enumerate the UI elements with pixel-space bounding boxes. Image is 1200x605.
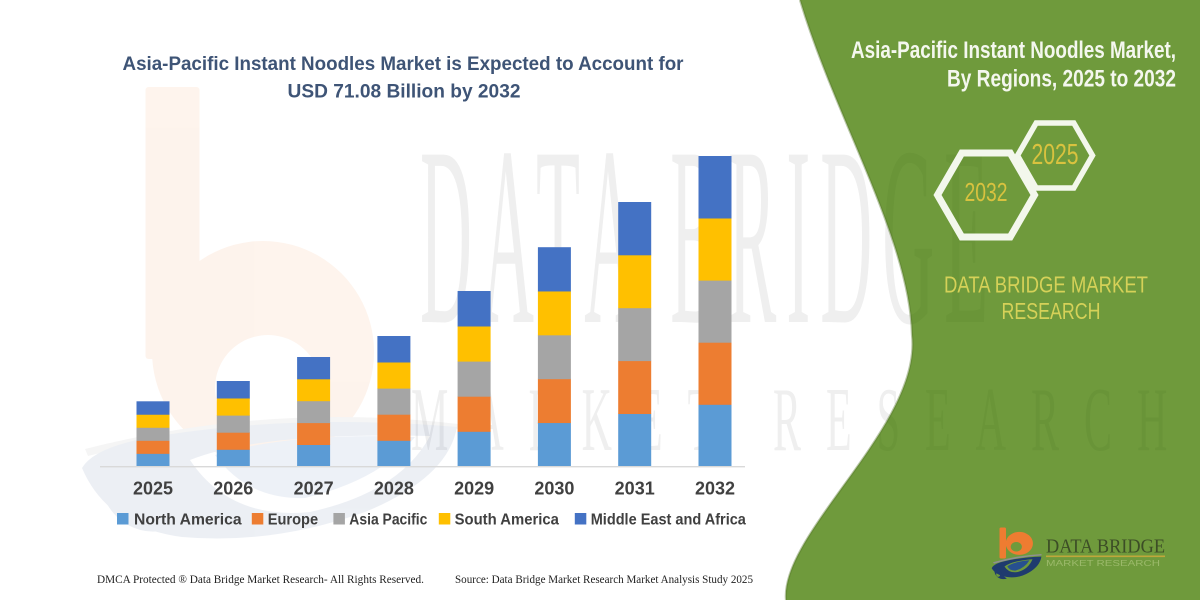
svg-text:Asia Pacific: Asia Pacific: [349, 512, 427, 529]
svg-text:2032: 2032: [695, 479, 735, 499]
svg-text:2030: 2030: [534, 479, 574, 499]
svg-text:Source: Data Bridge Market Res: Source: Data Bridge Market Research Mark…: [455, 574, 753, 586]
svg-text:South America: South America: [455, 512, 559, 529]
svg-text:RESEARCH: RESEARCH: [1002, 298, 1101, 324]
svg-text:2026: 2026: [213, 479, 253, 499]
svg-text:By Regions, 2025 to 2032: By Regions, 2025 to 2032: [947, 66, 1176, 93]
svg-text:DATA BRIDGE MARKET: DATA BRIDGE MARKET: [944, 272, 1148, 298]
svg-text:North America: North America: [134, 512, 242, 529]
svg-text:2025: 2025: [133, 479, 173, 499]
svg-text:2027: 2027: [294, 479, 334, 499]
svg-text:2029: 2029: [454, 479, 494, 499]
svg-text:Middle East and Africa: Middle East and Africa: [591, 512, 746, 529]
svg-text:Asia-Pacific Instant Noodles M: Asia-Pacific Instant Noodles Market,: [851, 37, 1176, 64]
svg-text:DATA BRIDGE: DATA BRIDGE: [1046, 536, 1165, 558]
svg-text:Asia-Pacific Instant Noodles M: Asia-Pacific Instant Noodles Market is E…: [123, 54, 685, 75]
svg-text:2031: 2031: [615, 479, 655, 499]
svg-text:USD 71.08 Billion by 2032: USD 71.08 Billion by 2032: [288, 82, 521, 103]
svg-text:2028: 2028: [374, 479, 414, 499]
svg-text:2025: 2025: [1032, 139, 1079, 171]
svg-text:Europe: Europe: [268, 512, 318, 529]
svg-text:DMCA Protected ® Data Bridge M: DMCA Protected ® Data Bridge Market Rese…: [97, 574, 424, 586]
svg-text:MARKET RESEARCH: MARKET RESEARCH: [1046, 559, 1160, 568]
svg-text:2032: 2032: [965, 177, 1008, 207]
